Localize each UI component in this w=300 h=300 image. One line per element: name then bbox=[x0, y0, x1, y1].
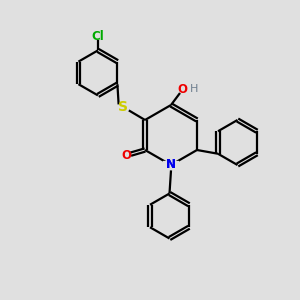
Text: S: S bbox=[118, 100, 128, 114]
Text: N: N bbox=[166, 158, 176, 172]
Text: O: O bbox=[177, 83, 188, 96]
Text: Cl: Cl bbox=[92, 29, 104, 43]
Text: H: H bbox=[190, 84, 198, 94]
Text: N: N bbox=[166, 158, 176, 172]
Text: O: O bbox=[122, 149, 131, 162]
